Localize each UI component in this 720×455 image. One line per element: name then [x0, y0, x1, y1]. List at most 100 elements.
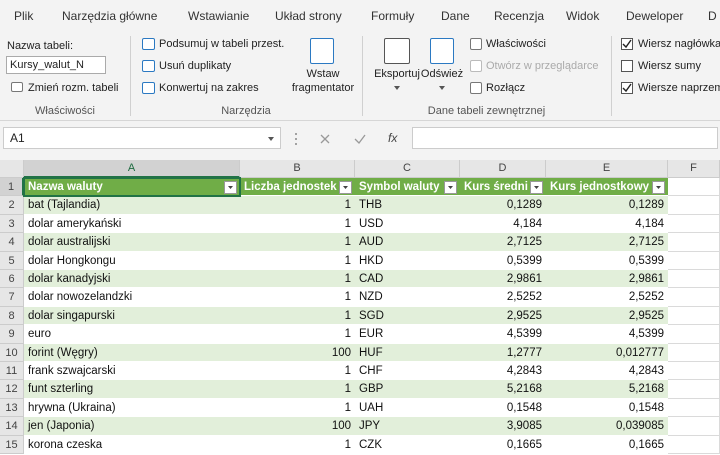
- cell[interactable]: dolar Hongkongu: [24, 251, 240, 270]
- cell[interactable]: 1: [240, 251, 355, 270]
- cell[interactable]: [668, 435, 720, 454]
- cell[interactable]: dolar nowozelandzki: [24, 288, 240, 307]
- cell[interactable]: HUF: [355, 343, 460, 362]
- filter-button[interactable]: [444, 181, 457, 194]
- header-cell[interactable]: Liczba jednostek: [240, 178, 355, 197]
- cell[interactable]: 4,184: [460, 214, 546, 234]
- row-header[interactable]: 11: [0, 362, 24, 381]
- cell[interactable]: [668, 214, 720, 234]
- column-header[interactable]: E: [546, 160, 668, 178]
- cell[interactable]: 1: [240, 214, 355, 234]
- cell[interactable]: 4,2843: [546, 362, 668, 381]
- header-cell[interactable]: Nazwa waluty: [24, 178, 240, 197]
- cell[interactable]: 1: [240, 233, 355, 252]
- cell[interactable]: 0,1289: [546, 196, 668, 215]
- button[interactable]: Podsumuj w tabeli przest.: [159, 38, 285, 50]
- cell[interactable]: forint (Węgry): [24, 343, 240, 362]
- cell[interactable]: [668, 306, 720, 326]
- checkbox[interactable]: [621, 60, 633, 72]
- cell[interactable]: dolar singapurski: [24, 306, 240, 326]
- row-header[interactable]: 1: [0, 178, 24, 197]
- cell[interactable]: 2,7125: [546, 233, 668, 252]
- cell[interactable]: USD: [355, 214, 460, 234]
- confirm-icon[interactable]: [354, 133, 366, 145]
- row-header[interactable]: 5: [0, 251, 24, 270]
- row-header[interactable]: 12: [0, 380, 24, 399]
- button[interactable]: Konwertuj na zakres: [159, 82, 259, 94]
- cell[interactable]: 0,1289: [460, 196, 546, 215]
- row-header[interactable]: 10: [0, 343, 24, 362]
- cell[interactable]: frank szwajcarski: [24, 362, 240, 381]
- ribbon-tab[interactable]: Dane: [441, 9, 470, 23]
- cell[interactable]: jen (Japonia): [24, 417, 240, 436]
- column-header[interactable]: A: [24, 160, 240, 178]
- header-cell[interactable]: Symbol waluty: [355, 178, 460, 197]
- cell[interactable]: [668, 398, 720, 418]
- row-header[interactable]: 4: [0, 233, 24, 252]
- cell[interactable]: 0,1548: [460, 398, 546, 418]
- cell[interactable]: GBP: [355, 380, 460, 399]
- cell[interactable]: 1: [240, 435, 355, 454]
- cell[interactable]: 0,012777: [546, 343, 668, 362]
- cell[interactable]: 0,5399: [546, 251, 668, 270]
- ribbon-tab[interactable]: Plik: [14, 9, 34, 23]
- cell[interactable]: 0,5399: [460, 251, 546, 270]
- cell[interactable]: HKD: [355, 251, 460, 270]
- cell[interactable]: 1: [240, 270, 355, 289]
- row-header[interactable]: 6: [0, 270, 24, 289]
- cell[interactable]: CHF: [355, 362, 460, 381]
- row-header[interactable]: 2: [0, 196, 24, 215]
- checkbox-label[interactable]: Wiersz nagłówka: [638, 38, 720, 50]
- cell[interactable]: euro: [24, 325, 240, 344]
- cell[interactable]: dolar australijski: [24, 233, 240, 252]
- button[interactable]: fragmentator: [291, 82, 355, 94]
- cell[interactable]: 1: [240, 325, 355, 344]
- filter-button[interactable]: [339, 181, 352, 194]
- cell[interactable]: 5,2168: [546, 380, 668, 399]
- cell[interactable]: 1: [240, 362, 355, 381]
- ribbon-tab[interactable]: Układ strony: [275, 9, 342, 23]
- cell[interactable]: [668, 178, 720, 197]
- cell[interactable]: hrywna (Ukraina): [24, 398, 240, 418]
- cell[interactable]: 4,184: [546, 214, 668, 234]
- filter-button[interactable]: [652, 181, 665, 194]
- column-header[interactable]: F: [668, 160, 720, 178]
- cell[interactable]: 1: [240, 306, 355, 326]
- cell[interactable]: 1,2777: [460, 343, 546, 362]
- function-button[interactable]: fx: [388, 131, 398, 145]
- cell[interactable]: [668, 233, 720, 252]
- checkbox-label[interactable]: Wiersz sumy: [638, 60, 701, 72]
- cell[interactable]: korona czeska: [24, 435, 240, 454]
- checkbox[interactable]: [621, 82, 633, 94]
- cell[interactable]: dolar amerykański: [24, 214, 240, 234]
- button[interactable]: Wstaw: [306, 68, 340, 80]
- ribbon-tab[interactable]: D: [708, 9, 717, 23]
- cell[interactable]: 0,1665: [460, 435, 546, 454]
- cell[interactable]: 0,039085: [546, 417, 668, 436]
- cell[interactable]: bat (Tajlandia): [24, 196, 240, 215]
- text-input[interactable]: Kursy_walut_N: [6, 56, 106, 74]
- row-header[interactable]: 14: [0, 417, 24, 436]
- cell[interactable]: funt szterling: [24, 380, 240, 399]
- cell[interactable]: 2,7125: [460, 233, 546, 252]
- header-cell[interactable]: Kurs średni: [460, 178, 546, 197]
- formula-input[interactable]: [412, 127, 718, 149]
- cell[interactable]: [668, 270, 720, 289]
- row-header[interactable]: 7: [0, 288, 24, 307]
- cell[interactable]: [668, 288, 720, 307]
- checkbox[interactable]: [621, 38, 633, 50]
- cell[interactable]: 1: [240, 288, 355, 307]
- column-header[interactable]: C: [355, 160, 460, 178]
- cell[interactable]: [668, 380, 720, 399]
- cell[interactable]: [668, 251, 720, 270]
- cell[interactable]: 1: [240, 196, 355, 215]
- cell[interactable]: SGD: [355, 306, 460, 326]
- cell[interactable]: 0,1665: [546, 435, 668, 454]
- cell[interactable]: AUD: [355, 233, 460, 252]
- button[interactable]: Rozłącz: [486, 82, 526, 94]
- cell[interactable]: NZD: [355, 288, 460, 307]
- cell[interactable]: 0,1548: [546, 398, 668, 418]
- cell[interactable]: EUR: [355, 325, 460, 344]
- cell[interactable]: 2,9525: [460, 306, 546, 326]
- row-header[interactable]: 15: [0, 435, 24, 454]
